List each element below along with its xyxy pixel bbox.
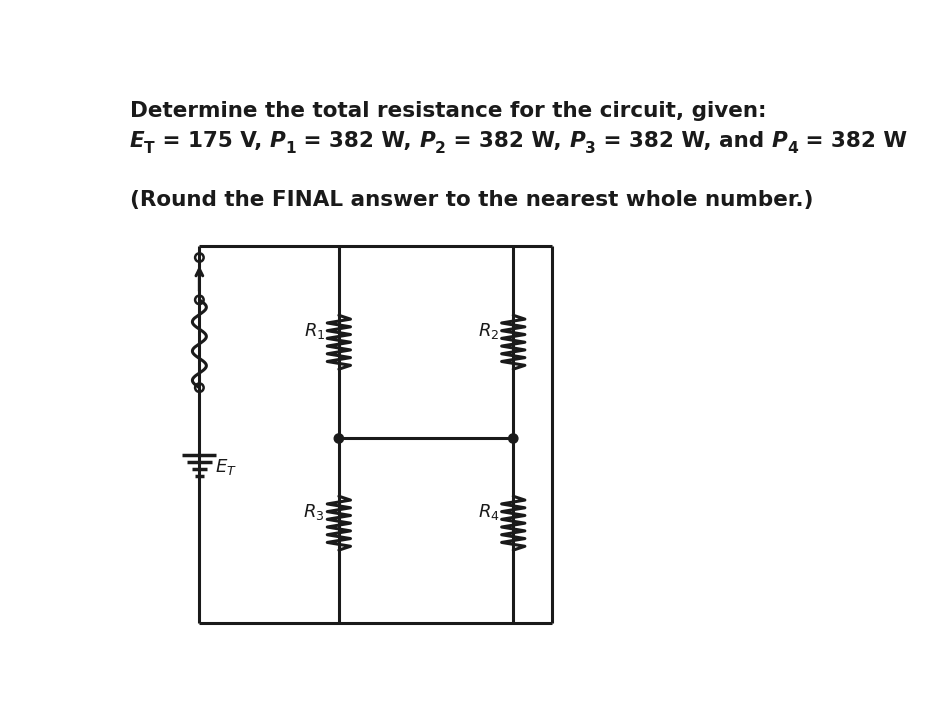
Text: = 382 W: = 382 W — [798, 132, 907, 151]
Text: $R_1$: $R_1$ — [304, 320, 325, 341]
Text: $E_T$: $E_T$ — [215, 457, 237, 477]
Text: 3: 3 — [585, 141, 596, 157]
Text: (Round the FINAL answer to the nearest whole number.): (Round the FINAL answer to the nearest w… — [129, 190, 813, 210]
Text: P: P — [419, 132, 435, 151]
Text: = 382 W,: = 382 W, — [447, 132, 569, 151]
Text: P: P — [569, 132, 585, 151]
Text: $R_4$: $R_4$ — [478, 502, 499, 522]
Text: 4: 4 — [787, 141, 798, 157]
Text: $R_3$: $R_3$ — [303, 502, 325, 522]
Text: 2: 2 — [435, 141, 447, 157]
Text: T: T — [144, 141, 155, 157]
Circle shape — [334, 434, 344, 443]
Text: = 382 W,: = 382 W, — [296, 132, 419, 151]
Text: 1: 1 — [286, 141, 296, 157]
Text: = 382 W, and: = 382 W, and — [596, 132, 771, 151]
Text: P: P — [771, 132, 787, 151]
Text: $R_2$: $R_2$ — [478, 320, 499, 341]
Text: E: E — [129, 132, 144, 151]
Circle shape — [509, 434, 518, 443]
Text: = 175 V,: = 175 V, — [155, 132, 270, 151]
Text: Determine the total resistance for the circuit, given:: Determine the total resistance for the c… — [129, 101, 767, 122]
Text: P: P — [270, 132, 286, 151]
